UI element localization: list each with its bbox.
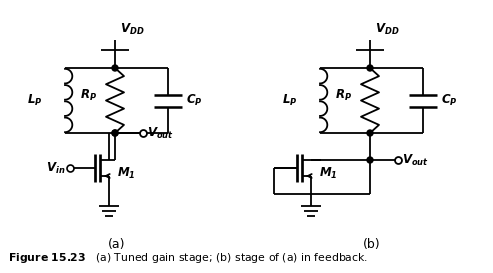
Circle shape: [112, 130, 118, 136]
Circle shape: [112, 65, 118, 71]
Circle shape: [367, 65, 373, 71]
Circle shape: [112, 130, 118, 136]
Text: $\bfit{C}_{\rm\bfit{P}}$: $\bfit{C}_{\rm\bfit{P}}$: [186, 93, 203, 108]
Circle shape: [367, 157, 373, 163]
Text: (a): (a): [108, 238, 125, 251]
Text: $\bfit{M}_{\bfit{1}}$: $\bfit{M}_{\bfit{1}}$: [319, 165, 338, 180]
Text: $\bfit{V}_{\rm\bfit{out}}$: $\bfit{V}_{\rm\bfit{out}}$: [402, 152, 429, 168]
Text: $\bfit{R}_{\rm\bfit{P}}$: $\bfit{R}_{\rm\bfit{P}}$: [80, 88, 97, 103]
Text: $\bfit{R}_{\rm\bfit{P}}$: $\bfit{R}_{\rm\bfit{P}}$: [335, 88, 352, 103]
Text: $\bfit{L}_{\rm\bfit{P}}$: $\bfit{L}_{\rm\bfit{P}}$: [282, 93, 298, 108]
Text: $\bfit{C}_{\rm\bfit{P}}$: $\bfit{C}_{\rm\bfit{P}}$: [441, 93, 458, 108]
Circle shape: [367, 130, 373, 136]
Text: $\bfit{M}_{\bfit{1}}$: $\bfit{M}_{\bfit{1}}$: [117, 165, 136, 180]
Text: (b): (b): [363, 238, 380, 251]
Text: $\bfit{V}_{\rm\bfit{DD}}$: $\bfit{V}_{\rm\bfit{DD}}$: [375, 22, 399, 37]
Text: $\bfit{L}_{\rm\bfit{P}}$: $\bfit{L}_{\rm\bfit{P}}$: [28, 93, 43, 108]
Text: $\mathbf{Figure\ 15.23}$   (a) Tuned gain stage; (b) stage of (a) in feedback.: $\mathbf{Figure\ 15.23}$ (a) Tuned gain …: [8, 251, 368, 265]
Text: $\bfit{V}_{\rm\bfit{DD}}$: $\bfit{V}_{\rm\bfit{DD}}$: [120, 22, 144, 37]
Text: $\bfit{V}_{\rm\bfit{out}}$: $\bfit{V}_{\rm\bfit{out}}$: [147, 126, 174, 141]
Text: $\bfit{V}_{\rm\bfit{in}}$: $\bfit{V}_{\rm\bfit{in}}$: [45, 161, 65, 176]
